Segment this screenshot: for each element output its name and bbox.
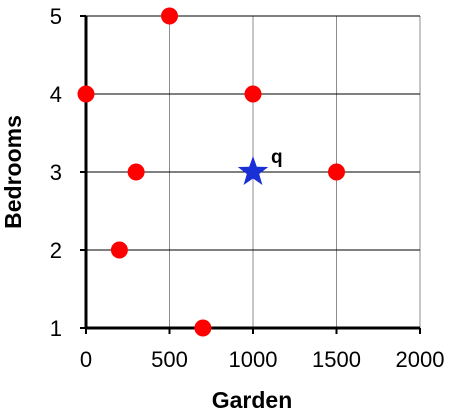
data-points: q (77, 7, 345, 337)
y-tick-label: 5 (50, 4, 62, 29)
data-point (244, 85, 262, 103)
x-tick-label: 0 (80, 347, 92, 372)
axes (80, 15, 421, 334)
data-point (77, 85, 95, 103)
x-tick-label: 1000 (229, 347, 278, 372)
y-axis-title: Bedrooms (0, 115, 26, 229)
point-annotation: q (271, 147, 283, 168)
y-tick-label: 2 (50, 238, 62, 263)
query-point-star (237, 156, 269, 185)
data-point (194, 319, 212, 337)
y-tick-label: 1 (50, 316, 62, 341)
data-point (127, 163, 145, 181)
y-tick-label: 4 (50, 82, 62, 107)
data-point (110, 241, 128, 259)
x-axis-title: Garden (212, 387, 293, 413)
data-point (328, 163, 345, 181)
data-point (161, 7, 178, 25)
y-tick-label: 3 (50, 160, 62, 185)
x-tick-label: 500 (151, 347, 188, 372)
tick-labels: 1 2 3 4 5 0 500 1000 1500 2000 (50, 4, 445, 372)
x-tick-label: 1500 (312, 347, 361, 372)
x-tick-label: 2000 (396, 347, 445, 372)
